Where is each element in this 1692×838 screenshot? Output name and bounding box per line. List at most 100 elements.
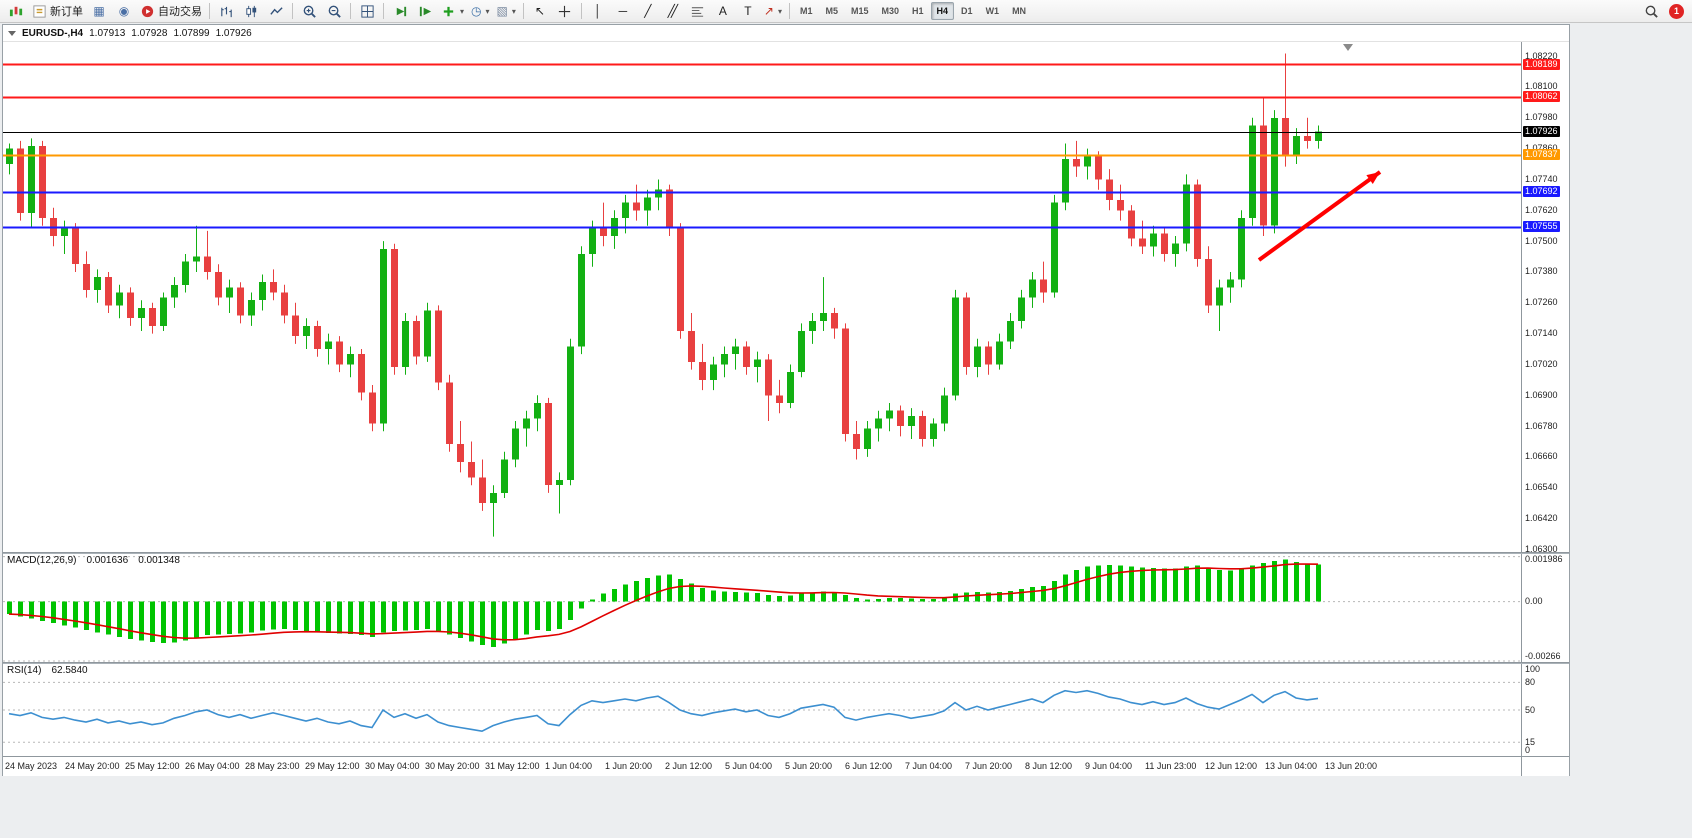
price-tick-label: 1.07980 <box>1525 112 1558 123</box>
channel-button[interactable]: ╱╱ <box>661 1 685 21</box>
toolbar-separator <box>383 3 384 19</box>
timeframe-w1-button[interactable]: W1 <box>985 6 1000 16</box>
timeframe-h1-button[interactable]: H1 <box>912 6 924 16</box>
line-chart-mode-button[interactable] <box>264 1 288 21</box>
timeframe-d1-button[interactable]: D1 <box>961 6 973 16</box>
tile-windows-button[interactable] <box>355 1 379 21</box>
time-label: 1 Jun 20:00 <box>605 761 653 771</box>
toolbar-separator <box>350 3 351 19</box>
macd-tick-label: 0.00 <box>1525 596 1543 607</box>
rsi-tick-label: 80 <box>1525 676 1536 687</box>
ohlc-low: 1.07899 <box>173 27 210 39</box>
time-label: 25 May 12:00 <box>125 761 180 771</box>
horizontal-level-lines <box>3 63 1521 229</box>
templates-button[interactable]: ▧ ▾ <box>494 1 519 21</box>
macd-axis[interactable]: 0.001986 0.00 -0.00266 <box>1521 554 1569 662</box>
zoom-out-button[interactable] <box>322 1 346 21</box>
notification-badge[interactable]: 1 <box>1669 3 1684 19</box>
chevron-down-icon: ▾ <box>485 6 490 16</box>
indicators-button[interactable]: ▾ <box>438 1 467 21</box>
auto-trading-button[interactable]: 自动交易 <box>137 1 205 21</box>
zoom-in-button[interactable] <box>297 1 321 21</box>
chart-header: EURUSD-,H4 1.07913 1.07928 1.07899 1.079… <box>3 25 1569 42</box>
price-tick-label: 1.07740 <box>1525 173 1558 184</box>
time-axis[interactable]: 24 May 2023 24 May 20:00 25 May 12:00 26 Ma… <box>3 757 1521 776</box>
time-label: 24 May 20:00 <box>65 761 120 771</box>
trendline-button[interactable]: ╱ <box>636 1 660 21</box>
chart-mini-icon <box>9 6 22 16</box>
timeframe-m1-button[interactable]: M1 <box>799 6 813 16</box>
rsi-header: RSI(14) 62.5840 <box>7 665 88 676</box>
time-label: 2 Jun 12:00 <box>665 761 713 771</box>
macd-signal-line <box>8 563 1319 641</box>
rsi-label: RSI(14) <box>7 665 42 676</box>
panel-divider <box>3 756 1569 757</box>
arrows-tool-button[interactable]: ↗ ▾ <box>761 1 785 21</box>
chart-mini-button[interactable] <box>4 1 28 21</box>
level-price-badge: 1.07837 <box>1523 149 1560 161</box>
charts-profile-icon: ▦ <box>93 4 105 18</box>
workspace: EURUSD-,H4 1.07913 1.07928 1.07899 1.079… <box>0 23 1692 838</box>
data-window-button[interactable]: ◉ <box>112 1 136 21</box>
price-axis[interactable]: 1.08220 1.08100 1.07980 1.07860 1.07740 1.076… <box>1521 42 1569 554</box>
macd-signal-value: 0.001348 <box>138 555 180 566</box>
panel-divider[interactable] <box>3 552 1569 554</box>
search-button[interactable] <box>1639 1 1663 21</box>
fibonacci-icon <box>692 6 704 17</box>
indicators-icon <box>443 6 454 16</box>
macd-panel[interactable]: MACD(12,26,9) 0.001636 0.001348 <box>3 554 1521 662</box>
level-price-badge: 1.08189 <box>1523 58 1560 70</box>
timeframe-m15-button[interactable]: M15 <box>850 6 869 16</box>
text-button[interactable]: A <box>711 1 735 21</box>
bar-chart-mode-icon <box>220 6 232 17</box>
time-label: 8 Jun 12:00 <box>1025 761 1073 771</box>
timeframe-m30-button[interactable]: M30 <box>881 6 900 16</box>
price-tick-label: 1.06420 <box>1525 513 1558 524</box>
rsi-axis[interactable]: 100 80 50 15 0 <box>1521 664 1569 756</box>
toolbar-separator <box>788 3 790 19</box>
trend-arrow[interactable] <box>1257 170 1382 262</box>
periods-button[interactable]: ◷ ▾ <box>468 1 493 21</box>
timeframe-mn-button[interactable]: MN <box>1012 6 1027 16</box>
auto-scroll-button[interactable] <box>388 1 412 21</box>
macd-tick-label: -0.00266 <box>1525 651 1561 661</box>
panel-divider[interactable] <box>3 662 1569 664</box>
rsi-panel[interactable]: RSI(14) 62.5840 <box>3 664 1521 756</box>
macd-header: MACD(12,26,9) 0.001636 0.001348 <box>7 555 180 566</box>
trendline-icon: ╱ <box>644 4 652 18</box>
channel-icon: ╱╱ <box>667 4 679 18</box>
time-label: 31 May 12:00 <box>485 761 540 771</box>
time-label: 30 May 04:00 <box>365 761 420 771</box>
time-label: 5 Jun 04:00 <box>725 761 773 771</box>
horizontal-line-button[interactable]: ─ <box>611 1 635 21</box>
time-label: 1 Jun 04:00 <box>545 761 593 771</box>
bar-chart-mode-button[interactable] <box>214 1 238 21</box>
chart-shift-icon <box>419 6 431 16</box>
cursor-button[interactable]: ↖ <box>528 1 552 21</box>
tile-windows-icon <box>360 4 374 18</box>
time-label: 11 Jun 23:00 <box>1145 761 1197 771</box>
zoom-in-icon <box>303 5 316 18</box>
price-tick-label: 1.06900 <box>1525 389 1558 400</box>
candlestick-mode-button[interactable] <box>239 1 263 21</box>
vertical-line-button[interactable]: │ <box>586 1 610 21</box>
chevron-down-icon: ▾ <box>511 6 516 16</box>
charts-profile-button[interactable]: ▦ <box>87 1 111 21</box>
new-order-icon <box>33 4 46 18</box>
main-chart-plot[interactable] <box>3 42 1521 552</box>
timeframe-m5-button[interactable]: M5 <box>825 6 838 16</box>
time-label: 7 Jun 20:00 <box>965 761 1013 771</box>
text-label-button[interactable]: T <box>736 1 760 21</box>
cursor-icon: ↖ <box>534 4 545 18</box>
crosshair-button[interactable] <box>553 1 577 21</box>
new-order-button[interactable]: 新订单 <box>29 1 86 21</box>
price-tick-label: 1.06300 <box>1525 543 1558 554</box>
chart-shift-button[interactable] <box>413 1 437 21</box>
ohlc-close: 1.07926 <box>215 27 252 39</box>
fibonacci-button[interactable] <box>686 1 710 21</box>
time-label: 24 May 2023 <box>5 761 58 771</box>
toolbar: 新订单 ▦ ◉ 自动交易 ▾ ◷ ▾ ▧ ▾ ↖ │ ─ ╱ ╱╱ A T ↗ ▾ M1 M5 M15 M30 H1 H4 D1… <box>0 0 1692 23</box>
chart-dropdown-icon[interactable] <box>8 30 16 36</box>
time-label: 29 May 12:00 <box>305 761 360 771</box>
timeframe-h4-button[interactable]: H4 <box>930 2 955 20</box>
